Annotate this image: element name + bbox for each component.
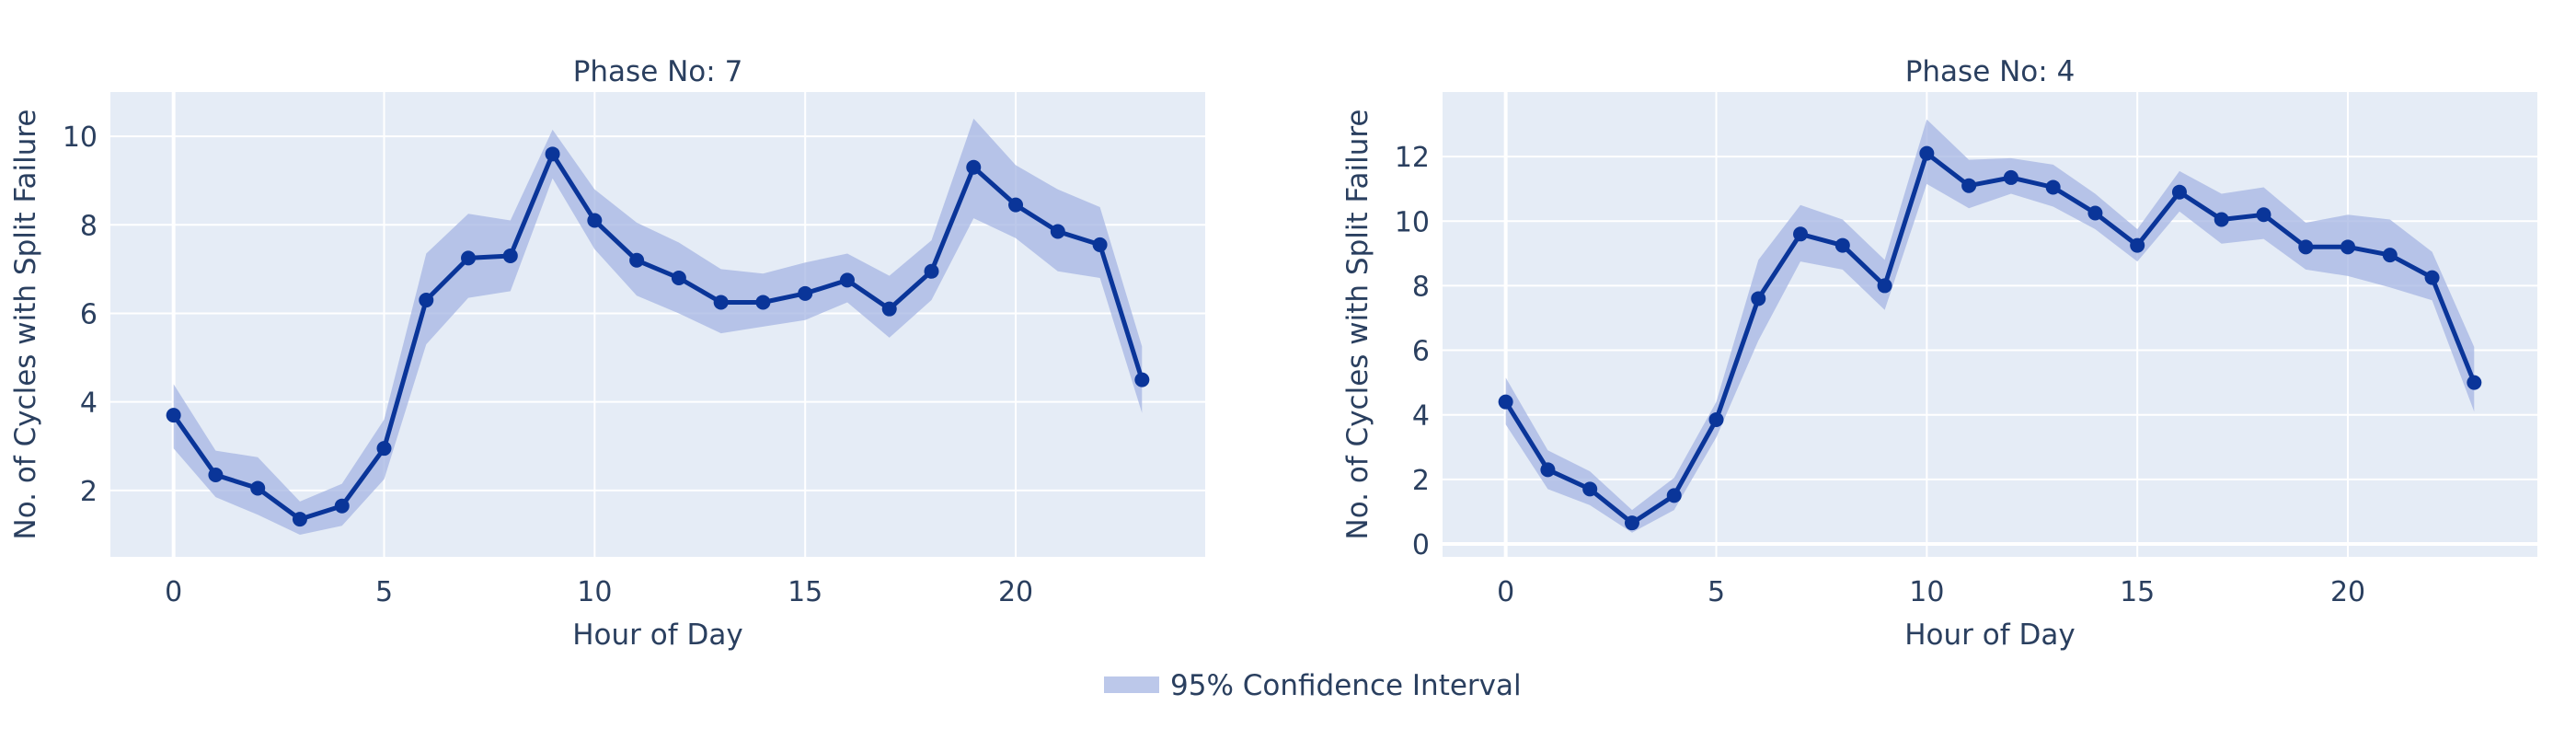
chart-title: Phase No: 4 bbox=[1905, 55, 2076, 88]
x-tick-label: 10 bbox=[577, 576, 612, 608]
data-point bbox=[1877, 278, 1892, 294]
x-tick-label: 15 bbox=[788, 576, 822, 608]
chart-title: Phase No: 7 bbox=[573, 55, 743, 88]
data-point bbox=[1582, 481, 1598, 497]
y-tick-label: 4 bbox=[80, 387, 98, 420]
y-tick-label: 8 bbox=[1412, 271, 1430, 303]
data-point bbox=[166, 408, 181, 423]
data-point bbox=[881, 301, 897, 317]
data-point bbox=[2467, 375, 2482, 390]
x-tick-label: 10 bbox=[1909, 576, 1944, 608]
x-tick-label: 15 bbox=[2120, 576, 2155, 608]
series-line bbox=[171, 151, 1144, 522]
y-tick-label: 8 bbox=[80, 210, 98, 242]
data-point bbox=[461, 250, 477, 266]
data-point bbox=[1919, 145, 1935, 161]
y-axis-label: No. of Cycles with Split Failure bbox=[1341, 110, 1374, 540]
y-tick-label: 4 bbox=[1412, 400, 1430, 433]
data-point bbox=[1751, 291, 1766, 306]
y-tick-label: 2 bbox=[1412, 465, 1430, 497]
data-point bbox=[2424, 270, 2440, 285]
x-axis-label: Hour of Day bbox=[572, 619, 742, 652]
data-point bbox=[1008, 197, 1024, 213]
y-tick-label: 0 bbox=[1412, 529, 1430, 561]
data-point bbox=[1092, 237, 1108, 252]
x-tick-label: 20 bbox=[2330, 576, 2365, 608]
data-point bbox=[1708, 411, 1724, 427]
confidence-band bbox=[173, 118, 1143, 535]
data-point bbox=[2382, 248, 2398, 263]
data-point bbox=[376, 441, 392, 457]
data-point bbox=[1666, 488, 1682, 503]
x-tick-label: 0 bbox=[1497, 576, 1514, 608]
chart-panel-1: 0 5 10 15 20 2 4 6 8 10 Phase No: 7 Hour of Day No. … bbox=[9, 55, 1205, 652]
data-point bbox=[798, 285, 813, 301]
y-axis-label: No. of Cycles with Split Failure bbox=[9, 110, 42, 540]
data-point bbox=[839, 272, 855, 288]
data-point bbox=[629, 252, 645, 268]
legend-label: 95% Confidence Interval bbox=[1170, 669, 1522, 702]
y-tick-label: 6 bbox=[80, 298, 98, 330]
data-point bbox=[2045, 179, 2061, 195]
y-tick-label: 10 bbox=[63, 121, 98, 154]
y-tick-label: 2 bbox=[80, 476, 98, 508]
data-point bbox=[292, 512, 307, 527]
x-tick-label: 0 bbox=[165, 576, 182, 608]
data-point bbox=[2087, 205, 2103, 221]
chart-panel-2: 0 5 10 15 20 0 2 4 6 8 10 12 Phase No: 4 Hour of Day N… bbox=[1341, 55, 2537, 652]
y-tick-label: 12 bbox=[1395, 142, 1430, 174]
legend-swatch bbox=[1104, 676, 1159, 693]
data-point bbox=[1834, 237, 1850, 253]
data-point bbox=[671, 271, 686, 285]
confidence-band bbox=[1505, 119, 2475, 533]
data-point bbox=[1050, 224, 1065, 239]
data-point bbox=[250, 480, 266, 496]
data-point bbox=[2171, 184, 2187, 200]
data-point bbox=[2130, 237, 2145, 253]
data-point bbox=[1134, 372, 1150, 387]
data-point bbox=[2340, 239, 2356, 255]
data-point bbox=[2214, 212, 2229, 227]
data-point bbox=[208, 468, 224, 483]
data-point bbox=[545, 146, 560, 162]
data-point bbox=[2298, 239, 2314, 255]
data-point bbox=[1498, 394, 1513, 410]
data-point bbox=[334, 498, 350, 514]
x-axis-label: Hour of Day bbox=[1904, 619, 2075, 652]
data-point bbox=[966, 159, 982, 175]
data-point bbox=[755, 295, 771, 310]
data-point bbox=[587, 213, 603, 228]
y-tick-label: 10 bbox=[1395, 206, 1430, 238]
data-point bbox=[1624, 515, 1639, 531]
data-point bbox=[419, 293, 434, 308]
data-point bbox=[924, 263, 939, 279]
data-point bbox=[713, 295, 729, 310]
data-point bbox=[1793, 226, 1809, 242]
data-point bbox=[2003, 169, 2018, 185]
x-tick-label: 5 bbox=[375, 576, 393, 608]
legend: 95% Confidence Interval bbox=[1104, 669, 1522, 702]
data-point bbox=[1961, 178, 1977, 193]
data-point bbox=[1540, 462, 1556, 478]
data-point bbox=[502, 248, 518, 263]
y-tick-label: 6 bbox=[1412, 336, 1430, 368]
x-tick-label: 20 bbox=[998, 576, 1033, 608]
data-point bbox=[2256, 207, 2271, 223]
x-tick-label: 5 bbox=[1708, 576, 1725, 608]
